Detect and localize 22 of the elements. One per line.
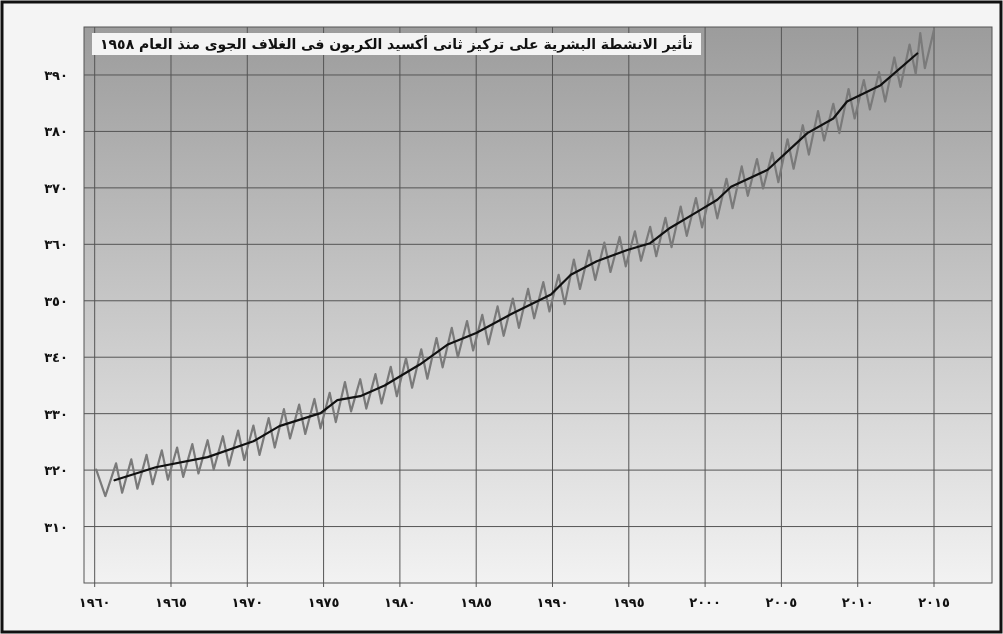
y-tick-label: ٣١٠ xyxy=(44,519,68,535)
x-tick-label: ١٩٨٠ xyxy=(384,595,416,610)
x-tick-label: ١٩٩٠ xyxy=(536,595,569,610)
y-tick-label: ٣٣٠ xyxy=(44,406,68,422)
x-tick-label: ١٩٨٥ xyxy=(460,595,493,610)
y-tick-label: ٣٨٠ xyxy=(44,124,68,140)
x-tick-label: ١٩٧٠ xyxy=(231,595,264,610)
y-tick-label: ٣٥٠ xyxy=(44,293,68,309)
y-tick-label: ٣٦٠ xyxy=(44,237,68,253)
y-tick-label: ٣٤٠ xyxy=(44,350,68,366)
x-tick-label: ٢٠١٠ xyxy=(841,595,874,610)
text: تأثير الانشطة البشرية على تركيز ثانى أكسيد الكربون فى الغلاف الجوى منذ العام ١٩٥٨ xyxy=(92,33,701,55)
x-tick-label: ١٩٦٠ xyxy=(78,595,111,610)
y-tick-label: ٣٢٠ xyxy=(44,463,68,479)
x-tick-label: ٢٠٠٥ xyxy=(765,595,798,610)
y-tick-label: ٣٧٠ xyxy=(44,180,68,196)
x-tick-label: ١٩٩٥ xyxy=(612,595,645,610)
y-tick-label: ٣٩٠ xyxy=(44,67,68,83)
x-tick-label: ٢٠٠٠ xyxy=(689,595,721,610)
x-tick-label: ١٩٦٥ xyxy=(155,595,187,610)
x-tick-label: ١٩٧٥ xyxy=(307,595,340,610)
x-tick-label: ٢٠١٥ xyxy=(918,595,950,610)
